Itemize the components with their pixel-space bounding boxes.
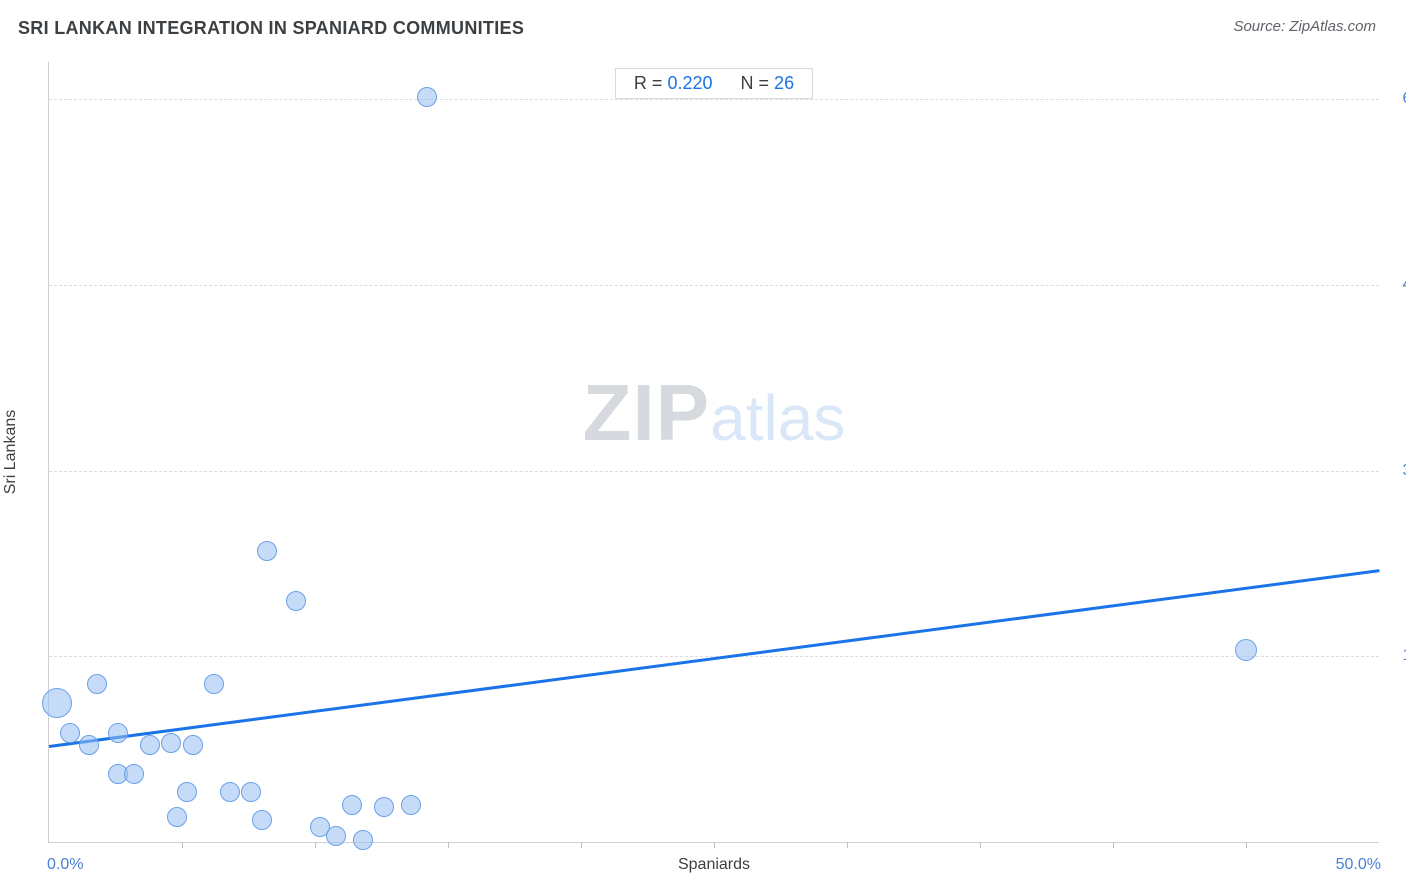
data-point xyxy=(417,87,437,107)
data-point xyxy=(241,782,261,802)
data-point xyxy=(60,723,80,743)
watermark-main: ZIP xyxy=(583,368,710,457)
x-axis-label: Spaniards xyxy=(678,856,750,874)
data-point xyxy=(183,735,203,755)
data-point xyxy=(286,591,306,611)
chart-title: SRI LANKAN INTEGRATION IN SPANIARD COMMU… xyxy=(18,18,524,39)
data-point xyxy=(252,810,272,830)
data-point xyxy=(204,674,224,694)
y-tick-label: 3.0% xyxy=(1387,462,1406,480)
scatter-chart: ZIPatlas R = 0.220 N = 26 1.5%3.0%4.5%6.… xyxy=(48,62,1379,843)
x-tick xyxy=(315,842,316,848)
data-point xyxy=(342,795,362,815)
n-value: 26 xyxy=(774,73,794,93)
stats-box: R = 0.220 N = 26 xyxy=(615,68,813,99)
data-point xyxy=(42,688,72,718)
x-tick xyxy=(1113,842,1114,848)
trendline xyxy=(49,570,1379,748)
y-tick-label: 6.0% xyxy=(1387,90,1406,108)
data-point xyxy=(124,764,144,784)
data-point xyxy=(374,797,394,817)
watermark: ZIPatlas xyxy=(583,367,846,459)
data-point xyxy=(401,795,421,815)
data-point xyxy=(161,733,181,753)
n-label: N = xyxy=(741,73,770,93)
x-tick xyxy=(581,842,582,848)
data-point xyxy=(220,782,240,802)
y-axis-label: Sri Lankans xyxy=(2,410,20,495)
gridline xyxy=(49,471,1379,472)
data-point xyxy=(326,826,346,846)
x-min-tick-label: 0.0% xyxy=(47,856,83,874)
x-tick xyxy=(448,842,449,848)
data-point xyxy=(177,782,197,802)
data-point xyxy=(140,735,160,755)
gridline xyxy=(49,99,1379,100)
data-point xyxy=(167,807,187,827)
x-max-tick-label: 50.0% xyxy=(1336,856,1381,874)
data-point xyxy=(79,735,99,755)
data-point xyxy=(1235,639,1257,661)
r-label: R = xyxy=(634,73,663,93)
source-label: Source: ZipAtlas.com xyxy=(1233,18,1376,35)
x-tick xyxy=(714,842,715,848)
x-tick xyxy=(980,842,981,848)
x-tick xyxy=(182,842,183,848)
data-point xyxy=(257,541,277,561)
r-value: 0.220 xyxy=(667,73,712,93)
x-tick xyxy=(847,842,848,848)
watermark-sub: atlas xyxy=(710,382,845,454)
data-point xyxy=(353,830,373,850)
data-point xyxy=(108,723,128,743)
data-point xyxy=(87,674,107,694)
y-tick-label: 1.5% xyxy=(1387,647,1406,665)
x-tick xyxy=(1246,842,1247,848)
gridline xyxy=(49,285,1379,286)
y-tick-label: 4.5% xyxy=(1387,276,1406,294)
